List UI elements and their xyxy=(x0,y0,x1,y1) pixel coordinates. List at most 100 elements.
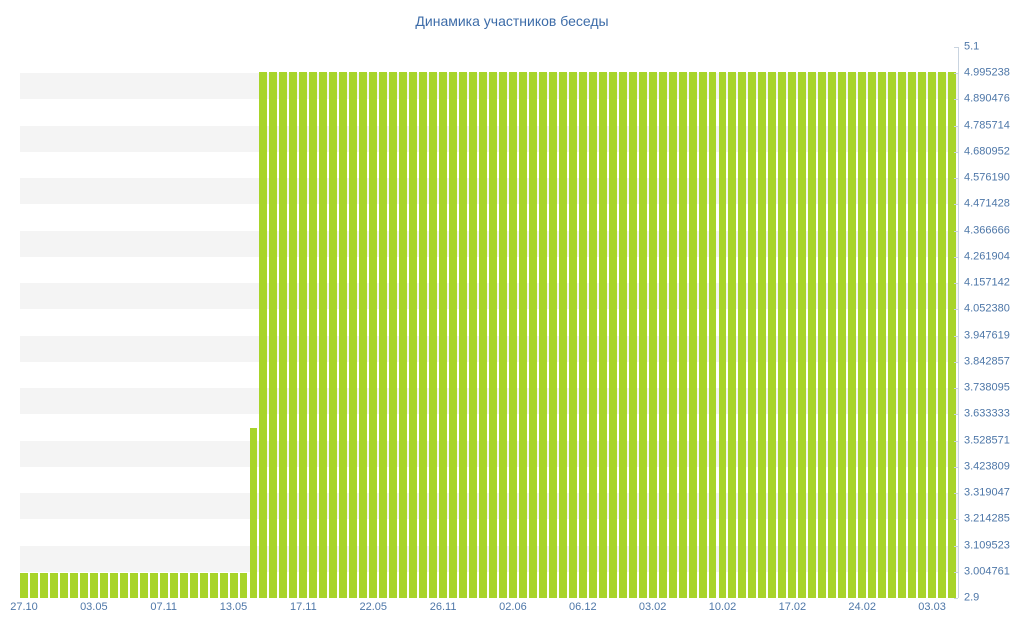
bar xyxy=(788,72,797,598)
bar xyxy=(508,72,517,598)
bar xyxy=(359,72,368,598)
bar xyxy=(139,572,148,598)
y-tick-mark xyxy=(954,125,958,127)
bar xyxy=(738,72,747,598)
bar xyxy=(219,572,228,598)
y-tick-label: 4.052380 xyxy=(964,302,1010,315)
bar xyxy=(778,72,787,598)
bar xyxy=(858,72,867,598)
x-tick-label: 17.11 xyxy=(290,601,317,613)
bar xyxy=(69,572,78,598)
bar xyxy=(369,72,378,598)
y-tick-mark xyxy=(954,440,958,442)
bar xyxy=(20,572,28,598)
bar xyxy=(259,72,268,598)
y-tick-mark xyxy=(954,151,958,153)
bar xyxy=(898,72,907,598)
y-tick-label: 4.680952 xyxy=(964,145,1010,158)
y-tick-mark xyxy=(954,361,958,363)
bar xyxy=(568,72,577,598)
x-tick-label: 24.02 xyxy=(848,601,876,613)
y-tick-label: 3.528571 xyxy=(964,434,1010,447)
bar xyxy=(39,572,48,598)
y-tick-label: 3.319047 xyxy=(964,486,1010,499)
bar xyxy=(908,72,917,598)
bar xyxy=(489,72,497,598)
bar xyxy=(498,72,507,598)
bar xyxy=(199,572,208,598)
y-tick-mark xyxy=(954,73,958,75)
bar xyxy=(768,72,777,598)
x-tick-label: 03.02 xyxy=(638,601,667,613)
bar xyxy=(249,427,258,598)
bar xyxy=(948,72,956,598)
bar xyxy=(718,72,727,598)
x-tick-label: 03.05 xyxy=(80,601,108,613)
bar xyxy=(429,72,438,598)
y-tick-label: 4.576190 xyxy=(964,171,1010,184)
bar xyxy=(548,72,557,598)
y-tick-label: 3.004761 xyxy=(964,565,1010,578)
bar xyxy=(109,572,118,598)
bar xyxy=(29,572,38,598)
bar xyxy=(309,72,318,598)
bar xyxy=(59,572,68,598)
x-tick-label: 03.03 xyxy=(918,601,946,613)
bar xyxy=(469,72,477,598)
y-tick-mark xyxy=(954,571,958,573)
y-tick-label: 4.366666 xyxy=(964,224,1010,237)
bar xyxy=(329,72,338,598)
bar xyxy=(79,572,88,598)
bar xyxy=(379,72,388,598)
y-tick-mark xyxy=(954,256,958,258)
y-tick-label: 3.842857 xyxy=(964,355,1010,368)
bar xyxy=(818,72,827,598)
y-tick-mark xyxy=(954,47,958,48)
y-tick-label: 2.9 xyxy=(964,591,980,604)
y-axis: 5.1 4.995238 4.890476 4.785714 4.680952 4.576… xyxy=(954,41,1024,603)
y-tick-label: 3.423809 xyxy=(964,460,1010,473)
y-tick-label: 3.633333 xyxy=(964,407,1010,420)
bar xyxy=(928,72,937,598)
bar xyxy=(678,72,687,598)
y-tick-mark xyxy=(954,493,958,495)
bar xyxy=(628,72,637,598)
y-tick-label: 4.785714 xyxy=(964,119,1010,132)
bar xyxy=(808,72,817,598)
y-tick-mark xyxy=(954,598,958,599)
y-tick-mark xyxy=(954,414,958,416)
bar xyxy=(608,72,617,598)
bar xyxy=(149,572,158,598)
x-tick-label: 07.11 xyxy=(150,601,178,613)
plot-area xyxy=(20,47,958,598)
y-tick-label: 4.261904 xyxy=(964,250,1010,263)
bar xyxy=(159,572,168,598)
y-tick-mark xyxy=(954,230,958,232)
bar xyxy=(419,72,428,598)
y-tick-label: 4.890476 xyxy=(964,92,1010,105)
bar xyxy=(339,72,348,598)
bar xyxy=(439,72,448,598)
bar xyxy=(169,572,178,598)
bar xyxy=(838,72,847,598)
bar xyxy=(279,72,288,598)
y-tick-mark xyxy=(954,519,958,521)
x-tick-label: 02.06 xyxy=(499,601,527,613)
bar xyxy=(189,572,198,598)
bar xyxy=(578,72,587,598)
bar xyxy=(239,572,248,598)
bar xyxy=(99,572,108,598)
y-tick-mark xyxy=(954,466,958,468)
x-tick-label: 17.02 xyxy=(778,601,807,613)
bar xyxy=(648,72,657,598)
bar xyxy=(399,72,408,598)
y-tick-label: 3.947619 xyxy=(964,329,1010,342)
bar xyxy=(888,72,897,598)
bar xyxy=(748,72,757,598)
y-tick-label: 5.1 xyxy=(964,40,980,53)
bar xyxy=(229,572,238,598)
y-tick-label: 4.471428 xyxy=(964,197,1010,210)
bar xyxy=(638,72,647,598)
bar xyxy=(89,572,98,598)
